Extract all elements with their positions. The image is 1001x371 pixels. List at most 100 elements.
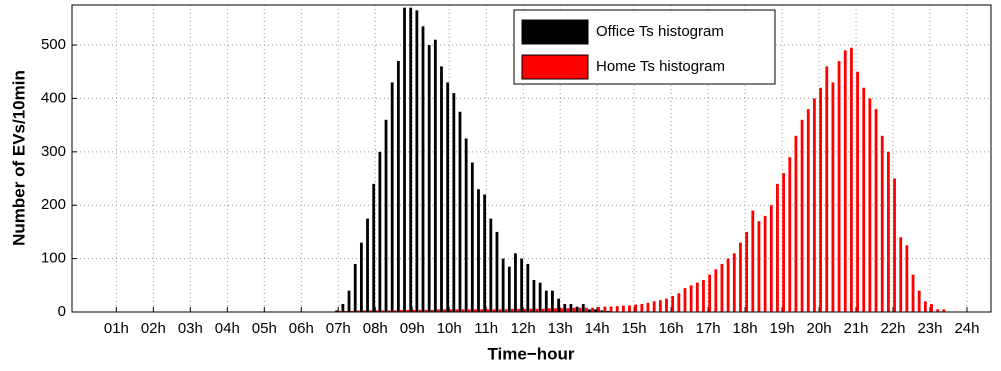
bar xyxy=(942,309,946,312)
x-tick-label: 06h xyxy=(289,320,314,337)
bar xyxy=(708,274,712,312)
x-tick-label: 04h xyxy=(215,320,240,337)
bar xyxy=(560,308,564,312)
bar xyxy=(532,279,536,312)
bar xyxy=(455,309,459,312)
bar xyxy=(831,82,835,312)
bar xyxy=(406,309,410,312)
legend-swatch xyxy=(521,54,589,80)
bar xyxy=(520,258,524,312)
bar xyxy=(726,258,730,312)
bar xyxy=(886,151,890,312)
x-tick-label: 14h xyxy=(585,320,610,337)
bar xyxy=(372,183,376,312)
bar xyxy=(433,39,437,313)
bar xyxy=(575,306,579,312)
bar xyxy=(597,307,601,312)
bar xyxy=(683,287,687,312)
legend-label: Home Ts histogram xyxy=(596,58,725,75)
bar xyxy=(745,231,749,312)
bar xyxy=(757,221,761,312)
bar xyxy=(557,298,561,312)
bar xyxy=(813,98,816,312)
bar xyxy=(874,109,878,313)
x-tick-label: 13h xyxy=(548,320,573,337)
x-tick-label: 24h xyxy=(954,320,979,337)
bar xyxy=(905,245,909,312)
bar xyxy=(880,135,884,312)
bar xyxy=(825,66,829,313)
x-tick-label: 02h xyxy=(141,320,166,337)
bar xyxy=(899,237,903,312)
bar xyxy=(440,66,443,313)
x-tick-label: 18h xyxy=(733,320,758,337)
x-tick-label: 12h xyxy=(511,320,536,337)
bar xyxy=(776,183,779,312)
bar xyxy=(856,71,859,312)
bar xyxy=(461,309,465,312)
bar xyxy=(359,242,363,312)
x-tick-label: 16h xyxy=(659,320,684,337)
bar xyxy=(449,309,453,312)
bar xyxy=(347,290,351,312)
x-axis-label: Time−hour xyxy=(487,344,574,363)
bar xyxy=(464,138,468,312)
bar xyxy=(529,308,533,312)
y-tick-label: 0 xyxy=(58,303,66,320)
bar xyxy=(544,290,548,312)
y-axis-label: Number of EVs/10min xyxy=(9,70,28,246)
bar xyxy=(714,269,718,312)
bar xyxy=(375,310,379,312)
bar xyxy=(400,309,403,312)
bar xyxy=(911,274,915,312)
bar xyxy=(923,301,927,312)
x-tick-label: 05h xyxy=(252,320,277,337)
x-tick-label: 21h xyxy=(844,320,869,337)
bar xyxy=(640,303,644,312)
y-tick-label: 200 xyxy=(41,196,66,213)
bar xyxy=(603,306,607,312)
x-tick-label: 15h xyxy=(622,320,647,337)
bar xyxy=(353,263,357,312)
x-tick-label: 10h xyxy=(437,320,462,337)
bar xyxy=(384,119,388,312)
bar xyxy=(541,308,545,312)
bar xyxy=(658,300,662,312)
bar xyxy=(837,61,841,313)
bar xyxy=(443,309,446,312)
bar xyxy=(430,309,434,312)
bar xyxy=(594,309,597,312)
bar xyxy=(483,194,487,312)
bar xyxy=(446,82,450,312)
y-tick-label: 300 xyxy=(41,143,66,160)
y-tick-label: 400 xyxy=(41,89,66,106)
x-tick-label: 01h xyxy=(104,320,129,337)
bar xyxy=(782,173,786,312)
bar xyxy=(498,309,502,312)
bar xyxy=(677,293,681,312)
bar xyxy=(720,263,724,312)
bar xyxy=(917,290,921,312)
bar xyxy=(412,309,416,312)
bar xyxy=(621,305,625,312)
bar xyxy=(517,308,520,312)
bar xyxy=(862,87,866,312)
bar xyxy=(581,303,585,312)
bar xyxy=(751,210,755,312)
bar xyxy=(600,310,604,312)
bar xyxy=(868,98,872,312)
bar xyxy=(387,310,391,312)
bar xyxy=(338,310,342,312)
bar xyxy=(843,50,847,313)
x-tick-label: 11h xyxy=(474,320,498,337)
bar xyxy=(551,290,554,312)
bar xyxy=(390,82,394,312)
bar xyxy=(504,309,508,312)
bar xyxy=(511,308,514,312)
bar xyxy=(763,215,767,312)
bar xyxy=(470,162,474,312)
bar xyxy=(584,307,588,312)
bar xyxy=(341,303,345,312)
bar xyxy=(356,310,360,312)
bar xyxy=(615,306,619,312)
